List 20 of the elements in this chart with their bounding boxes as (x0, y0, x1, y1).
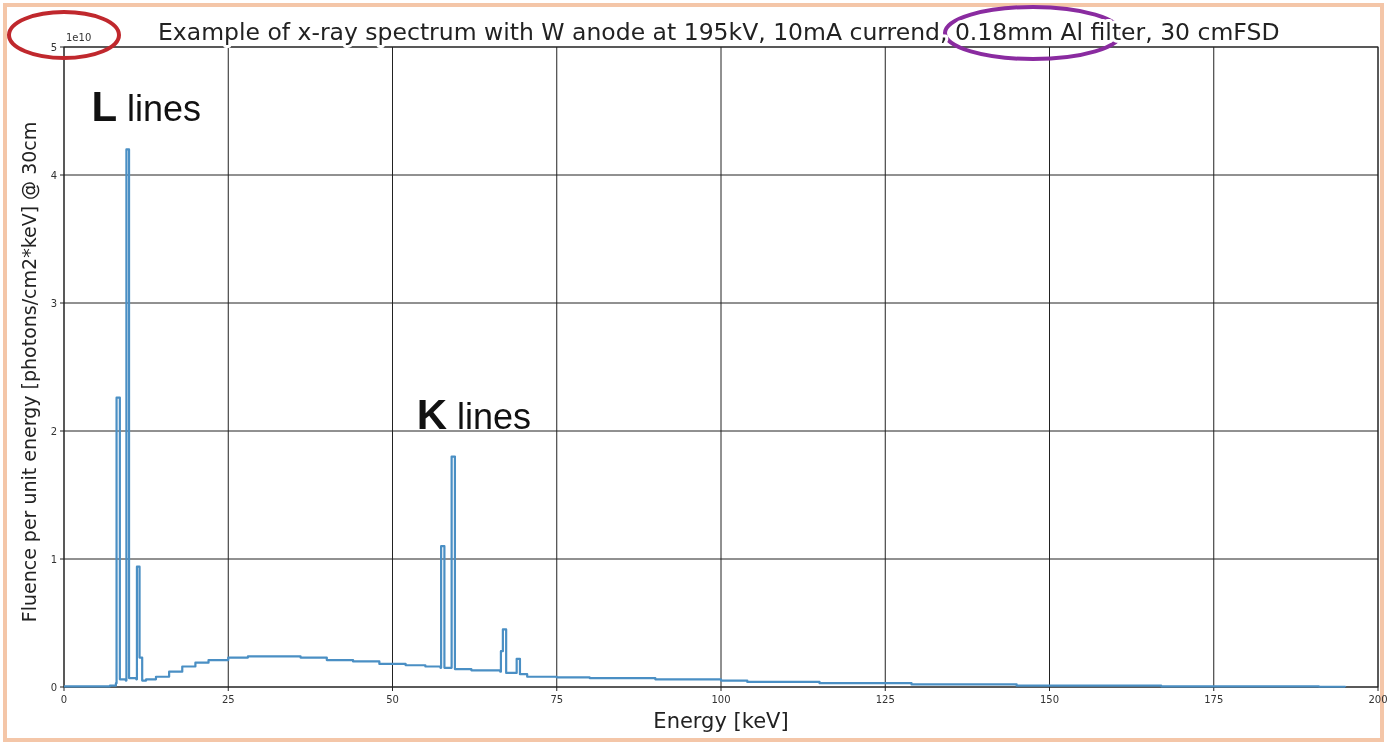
x-tick-label: 200 (1368, 694, 1387, 705)
y-tick-label: 0 (50, 681, 57, 693)
text: 1e10 (66, 32, 92, 43)
x-tick-label: 175 (1204, 694, 1224, 705)
x-tick-label: 0 (60, 694, 68, 705)
annotation: L lines (91, 83, 202, 131)
y-tick-label: 2 (50, 425, 57, 437)
y-tick-label: 5 (50, 41, 57, 53)
x-tick-label: 150 (1039, 694, 1060, 705)
x-tick-label: 25 (221, 694, 235, 705)
x-tick-label: 75 (550, 694, 564, 705)
y-tick-label: 4 (50, 169, 57, 181)
x-tick-label: 125 (875, 694, 895, 705)
x-tick-label: 100 (711, 694, 731, 705)
annotation: K lines (416, 390, 532, 438)
y-tick-label: 3 (50, 297, 57, 309)
x-axis-title: Energy [keV] (653, 709, 789, 733)
y-axis-title: Fluence per unit energy [photons/cm2*keV] @ 30cm (18, 121, 40, 623)
y-tick-label: 1 (50, 553, 57, 565)
x-tick-label: 50 (386, 694, 399, 705)
